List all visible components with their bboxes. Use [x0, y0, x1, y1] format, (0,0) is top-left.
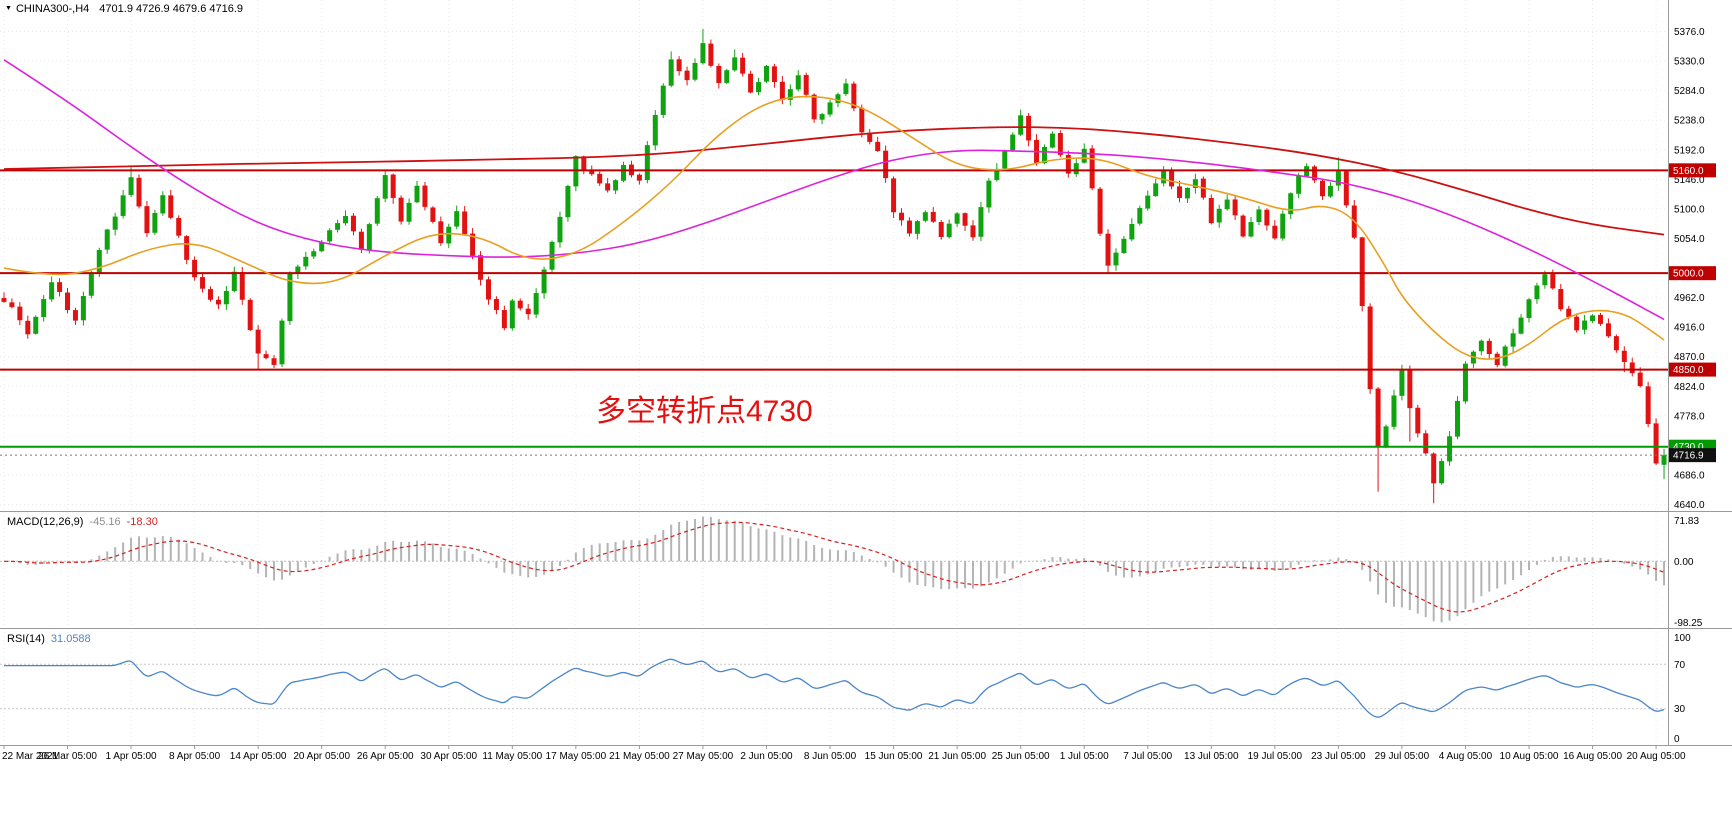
svg-text:1 Apr 05:00: 1 Apr 05:00	[105, 751, 157, 762]
macd-name: MACD(12,26,9)	[7, 516, 84, 528]
svg-text:5376.0: 5376.0	[1674, 27, 1705, 38]
moving-averages-layer	[3, 59, 1665, 360]
svg-text:30 Apr 05:00: 30 Apr 05:00	[420, 751, 477, 762]
svg-text:13 Jul 05:00: 13 Jul 05:00	[1184, 751, 1239, 762]
svg-text:25 Jun 05:00: 25 Jun 05:00	[992, 751, 1050, 762]
svg-text:8 Apr 05:00: 8 Apr 05:00	[169, 751, 221, 762]
svg-text:21 May 05:00: 21 May 05:00	[609, 751, 670, 762]
svg-text:5160.0: 5160.0	[1673, 166, 1704, 177]
macd-main-value: -45.16	[89, 516, 121, 528]
symbol-info-bar: ▼ CHINA300-,H4 4701.9 4726.9 4679.6 4716.9	[5, 3, 243, 15]
rsi-line	[3, 658, 1665, 718]
svg-text:17 May 05:00: 17 May 05:00	[546, 751, 607, 762]
svg-text:21 Jun 05:00: 21 Jun 05:00	[928, 751, 986, 762]
svg-text:4962.0: 4962.0	[1674, 293, 1705, 304]
ma-line-slow-red	[3, 126, 1665, 236]
macd-indicator-label: MACD(12,26,9) -45.16 -18.30	[7, 516, 164, 528]
symbol-ohlc-values: 4701.9 4726.9 4679.6 4716.9	[99, 3, 244, 15]
grid-layer	[0, 0, 1668, 744]
svg-text:0: 0	[1674, 734, 1680, 745]
chart-dropdown-icon[interactable]: ▼	[5, 5, 12, 12]
ma-line-fast-orange	[3, 95, 1665, 360]
svg-text:4870.0: 4870.0	[1674, 352, 1705, 363]
svg-text:20 Aug 05:00: 20 Aug 05:00	[1627, 751, 1686, 762]
svg-text:0.00: 0.00	[1674, 557, 1694, 568]
svg-text:4686.0: 4686.0	[1674, 471, 1705, 482]
svg-text:4716.9: 4716.9	[1673, 451, 1704, 462]
svg-text:22 Mar 2021: 22 Mar 2021	[2, 751, 59, 762]
svg-text:70: 70	[1674, 660, 1686, 671]
svg-text:4 Aug 05:00: 4 Aug 05:00	[1439, 751, 1493, 762]
svg-text:4730.0: 4730.0	[1673, 442, 1704, 453]
svg-text:4778.0: 4778.0	[1674, 411, 1705, 422]
svg-text:26 Mar 05:00: 26 Mar 05:00	[38, 751, 97, 762]
svg-text:71.83: 71.83	[1674, 516, 1699, 527]
svg-text:4824.0: 4824.0	[1674, 382, 1705, 393]
svg-text:29 Jul 05:00: 29 Jul 05:00	[1375, 751, 1430, 762]
svg-text:5192.0: 5192.0	[1674, 145, 1705, 156]
svg-text:8 Jun 05:00: 8 Jun 05:00	[804, 751, 857, 762]
svg-text:2 Jun 05:00: 2 Jun 05:00	[740, 751, 793, 762]
svg-text:15 Jun 05:00: 15 Jun 05:00	[865, 751, 923, 762]
svg-text:20 Apr 05:00: 20 Apr 05:00	[293, 751, 350, 762]
svg-text:10 Aug 05:00: 10 Aug 05:00	[1500, 751, 1559, 762]
symbol-title: CHINA300-,H4	[15, 3, 90, 15]
svg-text:5100.0: 5100.0	[1674, 204, 1705, 215]
rsi-indicator-label: RSI(14) 31.0588	[7, 633, 97, 645]
svg-text:100: 100	[1674, 633, 1691, 644]
svg-text:7 Jul 05:00: 7 Jul 05:00	[1123, 751, 1172, 762]
macd-signal-line	[3, 521, 1665, 613]
svg-text:-98.25: -98.25	[1674, 618, 1703, 629]
svg-text:4916.0: 4916.0	[1674, 323, 1705, 334]
svg-text:5146.0: 5146.0	[1674, 175, 1705, 186]
macd-histogram	[10, 516, 1666, 623]
svg-text:4640.0: 4640.0	[1674, 500, 1705, 511]
svg-text:16 Aug 05:00: 16 Aug 05:00	[1563, 751, 1622, 762]
svg-text:11 May 05:00: 11 May 05:00	[482, 751, 542, 762]
svg-text:4850.0: 4850.0	[1673, 365, 1704, 376]
rsi-name: RSI(14)	[7, 633, 45, 645]
ma-line-medium-magenta	[3, 59, 1665, 321]
svg-text:5330.0: 5330.0	[1674, 57, 1705, 68]
chart-annotation-text: 多空转折点4730	[596, 395, 813, 428]
svg-text:5284.0: 5284.0	[1674, 86, 1705, 97]
svg-text:5054.0: 5054.0	[1674, 234, 1705, 245]
rsi-value: 31.0588	[50, 633, 91, 645]
svg-text:1 Jul 05:00: 1 Jul 05:00	[1060, 751, 1109, 762]
svg-text:14 Apr 05:00: 14 Apr 05:00	[230, 751, 287, 762]
svg-text:5000.0: 5000.0	[1673, 269, 1704, 280]
svg-text:19 Jul 05:00: 19 Jul 05:00	[1248, 751, 1303, 762]
svg-text:23 Jul 05:00: 23 Jul 05:00	[1311, 751, 1366, 762]
axis-layer: 5376.0 5330.0 5284.0 5238.0 5192.0 5146.0 5100…	[0, 0, 1732, 746]
svg-text:26 Apr 05:00: 26 Apr 05:00	[357, 751, 414, 762]
macd-signal-value: -18.30	[126, 516, 158, 528]
svg-text:27 May 05:00: 27 May 05:00	[673, 751, 734, 762]
svg-text:30: 30	[1674, 704, 1686, 715]
svg-text:5238.0: 5238.0	[1674, 116, 1705, 127]
candles-layer	[1, 28, 1667, 504]
